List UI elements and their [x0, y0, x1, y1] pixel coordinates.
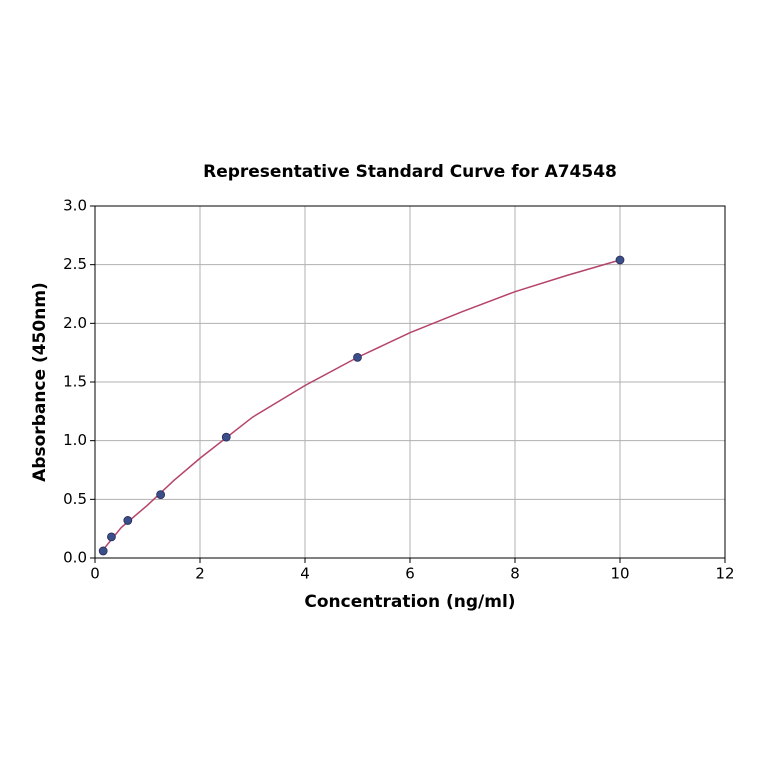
x-tick-label: 2 — [195, 565, 205, 583]
fit-curve — [99, 259, 621, 554]
x-tick-label: 12 — [715, 565, 734, 583]
x-axis-label: Concentration (ng/ml) — [304, 592, 515, 612]
y-axis-label: Absorbance (450nm) — [30, 282, 50, 482]
x-tick-label: 6 — [405, 565, 415, 583]
data-point — [98, 546, 108, 556]
y-tick-label: 2.0 — [63, 314, 87, 332]
y-tick-label: 0.0 — [63, 549, 87, 567]
x-tick-label: 4 — [300, 565, 310, 583]
data-point — [615, 255, 625, 265]
x-tick-label: 10 — [610, 565, 629, 583]
y-tick-label: 2.5 — [63, 255, 87, 273]
y-tick-label: 1.0 — [63, 431, 87, 449]
data-point — [353, 352, 362, 362]
chart-title: Representative Standard Curve for A74548 — [203, 162, 617, 182]
data-point — [123, 516, 133, 525]
x-tick-label: 0 — [90, 565, 100, 583]
data-point — [156, 490, 166, 500]
data-point — [221, 432, 231, 442]
y-tick-label: 0.5 — [63, 490, 87, 508]
y-tick-label: 1.5 — [63, 373, 87, 391]
plot-frame — [94, 205, 726, 559]
data-point — [107, 532, 116, 542]
x-tick-label: 8 — [510, 565, 520, 583]
y-tick-label: 3.0 — [63, 197, 87, 215]
